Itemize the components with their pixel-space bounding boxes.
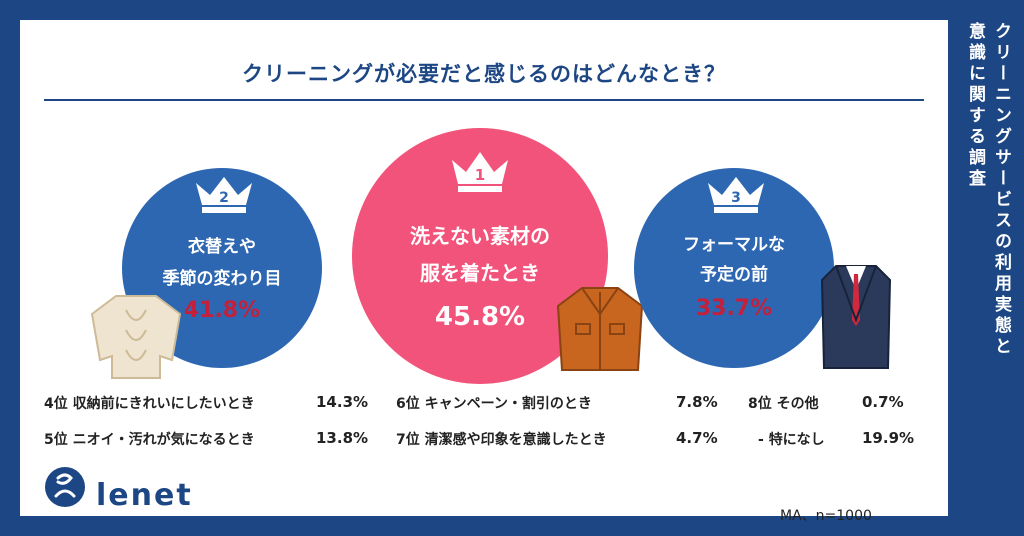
crown-icon: 3 (708, 177, 764, 213)
rank-number: 4位 (44, 396, 68, 412)
rank2-line2: 季節の変わり目 (162, 269, 282, 289)
rank3-line1: フォーマルな (683, 235, 785, 255)
rank-value: 14.3% (316, 393, 369, 411)
rank3-line2: 予定の前 (700, 265, 768, 285)
crown-icon: 1 (452, 152, 508, 192)
rank-value: 7.8% (676, 393, 718, 411)
jacket-icon (556, 287, 644, 371)
sweater-icon (90, 295, 182, 379)
rank1-line2: 服を着たとき (420, 261, 540, 285)
rank-number: 5位 (44, 432, 68, 448)
suit-icon (820, 265, 892, 369)
rank3-number: 3 (731, 190, 741, 206)
list-item: 7位 清潔感や印象を意識したとき (396, 429, 607, 449)
list-item: - 特になし (758, 429, 825, 449)
rank1-percent: 45.8% (434, 302, 526, 332)
survey-note: MA、n=1000 (780, 508, 872, 524)
list-item: 8位 その他 (748, 393, 819, 413)
title-divider (44, 99, 924, 101)
rank2-number: 2 (219, 190, 229, 206)
rank-value: 19.9% (862, 429, 915, 447)
rank-number: - (758, 432, 764, 448)
rank2-percent: 41.8% (183, 298, 261, 323)
rank3-percent: 33.7% (695, 296, 773, 321)
crown-icon: 2 (196, 177, 252, 213)
rank-value: 4.7% (676, 429, 718, 447)
rank-label: その他 (776, 396, 819, 412)
rank2-line1: 衣替えや (188, 237, 256, 257)
rank-value: 0.7% (862, 393, 904, 411)
list-item: 5位 ニオイ・汚れが気になるとき (44, 429, 255, 449)
rank-label: キャンペーン・割引のとき (424, 396, 592, 412)
rank-number: 8位 (748, 396, 772, 412)
logo-mark-icon (45, 467, 85, 507)
rank1-line1: 洗えない素材の (410, 224, 550, 248)
rank-label: 清潔感や印象を意識したとき (424, 432, 607, 448)
side-title-line2: 意識に関する調査 (965, 22, 985, 190)
rank-label: 特になし (768, 432, 825, 448)
infographic-card: クリーニングが必要だと感じるのはどんなとき？ 2 衣替えや 季節の変わり目 41… (20, 20, 948, 524)
list-item: 6位 キャンペーン・割引のとき (396, 393, 592, 413)
rank1-number: 1 (475, 166, 485, 184)
rank-number: 7位 (396, 432, 420, 448)
page-title: クリーニングが必要だと感じるのはどんなとき？ (242, 62, 726, 86)
rank-label: 収納前にきれいにしたいとき (72, 396, 255, 412)
rank-label: ニオイ・汚れが気になるとき (72, 432, 255, 448)
list-item: 4位 収納前にきれいにしたいとき (44, 393, 255, 413)
side-title-line1: クリーニングサービスの利用実態と (991, 22, 1011, 358)
rank-value: 13.8% (316, 429, 369, 447)
rank-number: 6位 (396, 396, 420, 412)
logo-text: lenet (96, 478, 193, 513)
